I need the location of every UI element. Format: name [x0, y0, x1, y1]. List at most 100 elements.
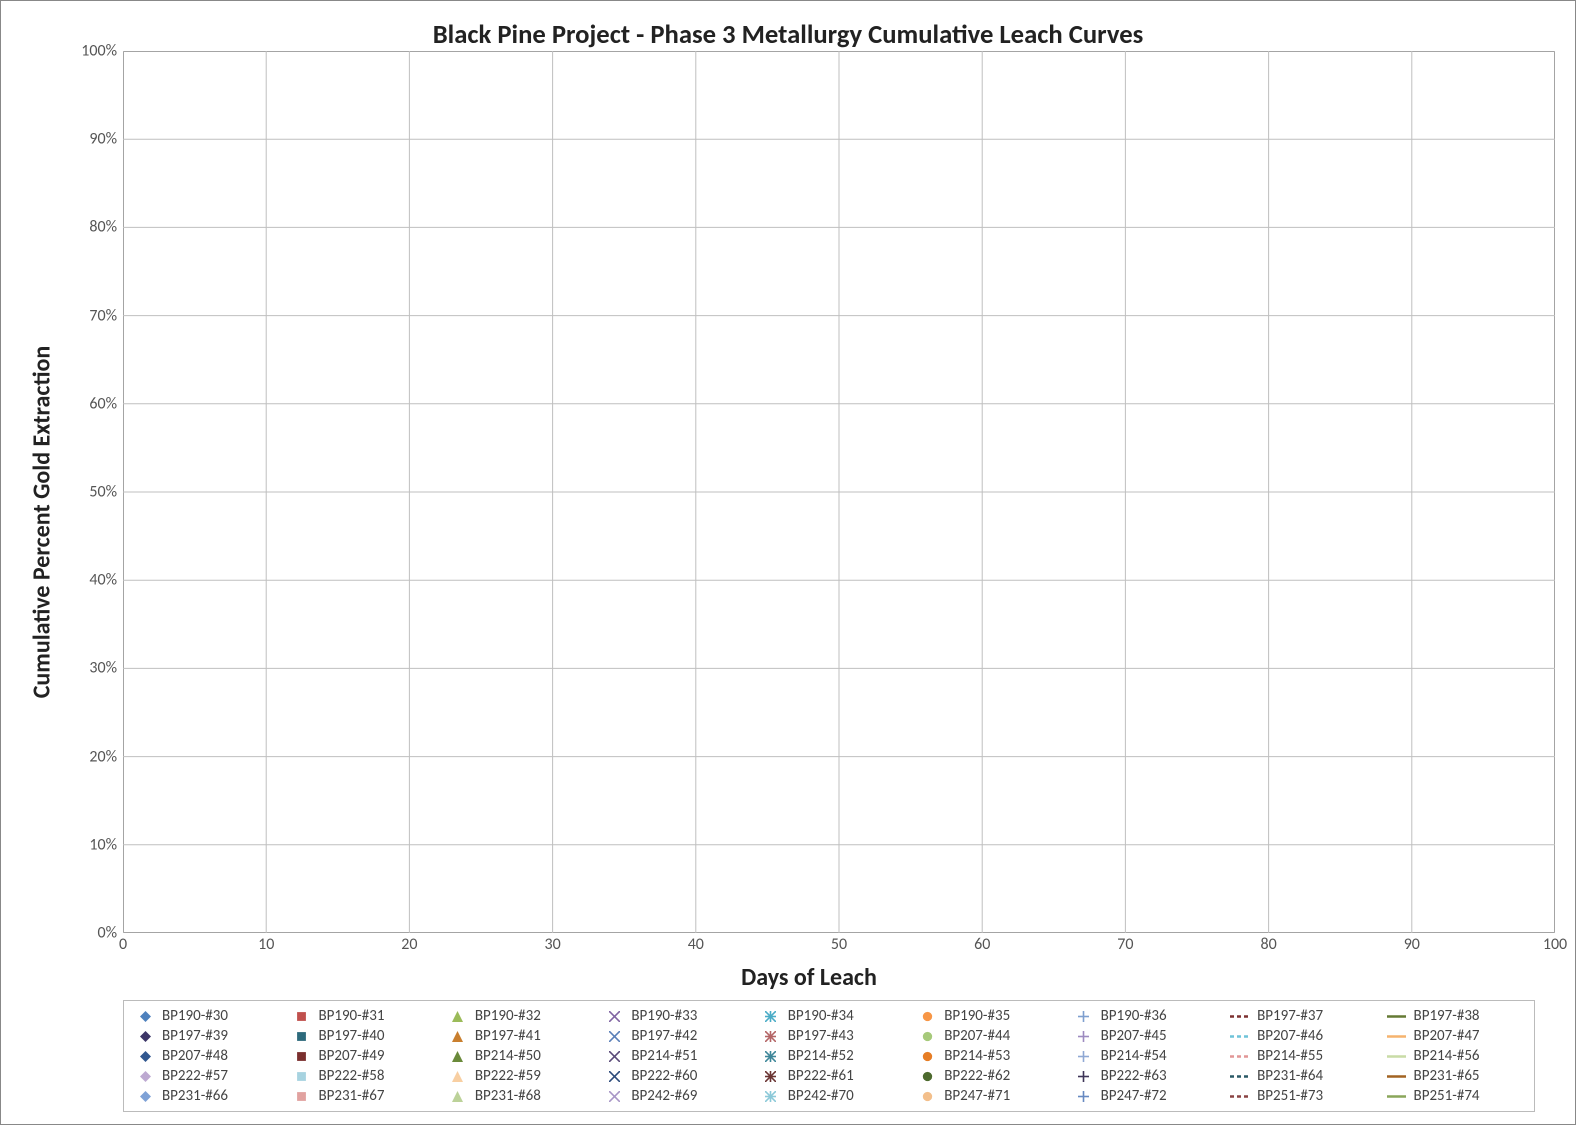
legend-label: BP214-#55 [1257, 1047, 1323, 1065]
legend-marker-icon [1386, 1049, 1408, 1063]
legend-label: BP207-#47 [1414, 1027, 1480, 1045]
legend-item: BP222-#59 [447, 1067, 585, 1085]
legend-label: BP190-#34 [788, 1007, 854, 1025]
plot-area [123, 51, 1555, 933]
legend-item: BP242-#69 [603, 1087, 741, 1105]
legend-marker-icon [134, 1029, 156, 1043]
legend-marker-icon [916, 1069, 938, 1083]
legend-label: BP197-#43 [788, 1027, 854, 1045]
y-tick-label: 30% [89, 659, 117, 678]
y-axis-label: Cumulative Percent Gold Extraction [28, 345, 57, 698]
x-tick-label: 90 [1404, 935, 1420, 954]
legend-label: BP190-#36 [1101, 1007, 1167, 1025]
legend-marker-icon [290, 1069, 312, 1083]
legend-label: BP222-#62 [944, 1067, 1010, 1085]
legend-item: BP207-#45 [1073, 1027, 1211, 1045]
legend-label: BP222-#61 [788, 1067, 854, 1085]
legend-label: BP214-#53 [944, 1047, 1010, 1065]
legend-item: BP214-#53 [916, 1047, 1054, 1065]
legend-label: BP190-#30 [162, 1007, 228, 1025]
legend-marker-icon [603, 1009, 625, 1023]
legend-label: BP242-#69 [631, 1087, 697, 1105]
ylabel-wrap: Cumulative Percent Gold Extraction [21, 51, 63, 992]
legend-item: BP231-#64 [1229, 1067, 1367, 1085]
legend-marker-icon [603, 1049, 625, 1063]
legend-marker-icon [1386, 1009, 1408, 1023]
legend-label: BP242-#70 [788, 1087, 854, 1105]
legend-label: BP222-#59 [475, 1067, 541, 1085]
y-tick-label: 20% [89, 747, 117, 766]
legend-label: BP222-#60 [631, 1067, 697, 1085]
legend-marker-icon [1386, 1089, 1408, 1103]
legend-item: BP207-#49 [290, 1047, 428, 1065]
legend-item: BP190-#35 [916, 1007, 1054, 1025]
legend-label: BP190-#33 [631, 1007, 697, 1025]
legend-item: BP222-#57 [134, 1067, 272, 1085]
legend-marker-icon [916, 1009, 938, 1023]
legend-item: BP197-#40 [290, 1027, 428, 1045]
legend-label: BP207-#44 [944, 1027, 1010, 1045]
legend-item: BP214-#50 [447, 1047, 585, 1065]
legend-item: BP207-#44 [916, 1027, 1054, 1045]
legend-label: BP207-#49 [318, 1047, 384, 1065]
x-tick-label: 60 [974, 935, 990, 954]
legend-item: BP214-#54 [1073, 1047, 1211, 1065]
legend-label: BP231-#64 [1257, 1067, 1323, 1085]
legend-label: BP190-#32 [475, 1007, 541, 1025]
legend-label: BP214-#56 [1414, 1047, 1480, 1065]
y-tick-label: 90% [89, 130, 117, 149]
legend-item: BP207-#47 [1386, 1027, 1524, 1045]
legend-item: BP197-#39 [134, 1027, 272, 1045]
legend-item: BP197-#42 [603, 1027, 741, 1045]
legend-marker-icon [1073, 1089, 1095, 1103]
x-tick-label: 80 [1260, 935, 1276, 954]
legend-marker-icon [290, 1049, 312, 1063]
legend-label: BP222-#57 [162, 1067, 228, 1085]
legend-marker-icon [447, 1069, 469, 1083]
legend-marker-icon [1229, 1009, 1251, 1023]
legend-item: BP190-#31 [290, 1007, 428, 1025]
legend-marker-icon [760, 1049, 782, 1063]
legend-marker-icon [1386, 1029, 1408, 1043]
y-tick-label: 70% [89, 306, 117, 325]
x-tick-label: 30 [544, 935, 560, 954]
legend-label: BP207-#45 [1101, 1027, 1167, 1045]
y-tick-label: 80% [89, 218, 117, 237]
x-tick-label: 10 [258, 935, 274, 954]
legend-marker-icon [1229, 1089, 1251, 1103]
legend-marker-icon [760, 1089, 782, 1103]
x-tick-row: 0102030405060708090100 [63, 933, 1555, 961]
legend-item: BP190-#36 [1073, 1007, 1211, 1025]
legend-label: BP222-#58 [318, 1067, 384, 1085]
legend-marker-icon [447, 1089, 469, 1103]
legend-label: BP214-#51 [631, 1047, 697, 1065]
legend-marker-icon [1229, 1049, 1251, 1063]
x-tick-label: 0 [119, 935, 127, 954]
legend-marker-icon [603, 1089, 625, 1103]
legend-item: BP242-#70 [760, 1087, 898, 1105]
legend-label: BP222-#63 [1101, 1067, 1167, 1085]
legend-marker-icon [1073, 1029, 1095, 1043]
legend-label: BP197-#42 [631, 1027, 697, 1045]
legend-marker-icon [760, 1029, 782, 1043]
legend-label: BP197-#39 [162, 1027, 228, 1045]
x-tick-label: 40 [688, 935, 704, 954]
legend-label: BP231-#66 [162, 1087, 228, 1105]
plot-column: 0%10%20%30%40%50%60%70%80%90%100% 010203… [63, 51, 1555, 992]
legend-label: BP231-#65 [1414, 1067, 1480, 1085]
legend-item: BP214-#52 [760, 1047, 898, 1065]
legend-label: BP231-#68 [475, 1087, 541, 1105]
legend-marker-icon [134, 1049, 156, 1063]
legend-marker-icon [1229, 1069, 1251, 1083]
legend-item: BP251-#73 [1229, 1087, 1367, 1105]
legend-item: BP231-#68 [447, 1087, 585, 1105]
legend-label: BP214-#52 [788, 1047, 854, 1065]
legend-item: BP214-#51 [603, 1047, 741, 1065]
plot-area-wrap: 0%10%20%30%40%50%60%70%80%90%100% [63, 51, 1555, 933]
legend-item: BP251-#74 [1386, 1087, 1524, 1105]
legend: BP190-#30 BP190-#31 BP190-#32 BP190-#33 BP19… [123, 1000, 1535, 1112]
legend-marker-icon [1386, 1069, 1408, 1083]
legend-item: BP207-#46 [1229, 1027, 1367, 1045]
legend-item: BP247-#71 [916, 1087, 1054, 1105]
legend-marker-icon [603, 1069, 625, 1083]
